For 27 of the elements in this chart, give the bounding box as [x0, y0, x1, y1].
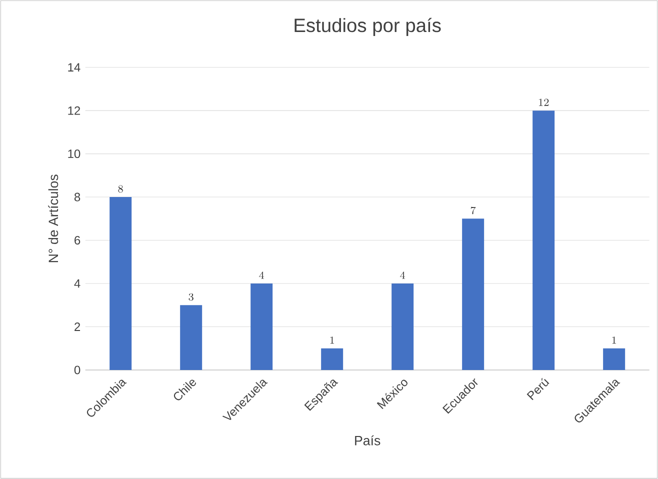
chart-title: Estudios por país — [294, 18, 441, 36]
y-tick-label: 8 — [74, 192, 80, 202]
bar — [462, 218, 484, 370]
y-axis-title: N° de Artículos — [48, 174, 58, 262]
data-label: 1 — [612, 336, 616, 344]
data-label: 3 — [188, 293, 194, 301]
data-label: 8 — [118, 185, 123, 193]
y-tick-label: 14 — [68, 63, 80, 72]
y-tick-label: 10 — [68, 150, 80, 158]
bar — [392, 284, 414, 370]
y-tick-label: 2 — [74, 322, 80, 331]
data-label: 4 — [400, 272, 406, 279]
bar — [180, 305, 202, 370]
data-label: 12 — [538, 98, 549, 106]
y-tick-label: 12 — [68, 106, 80, 115]
bar — [532, 110, 555, 370]
y-tick-label: 4 — [74, 279, 80, 288]
data-label: 7 — [470, 206, 476, 214]
y-tick-label: 6 — [74, 236, 80, 245]
x-axis-title: País — [355, 435, 380, 446]
bar — [110, 197, 132, 370]
bar — [321, 348, 344, 370]
data-label: 1 — [330, 336, 334, 344]
bar — [603, 348, 626, 370]
y-tick-label: 0 — [74, 366, 80, 374]
data-label: 4 — [259, 272, 264, 279]
bar — [250, 284, 273, 370]
